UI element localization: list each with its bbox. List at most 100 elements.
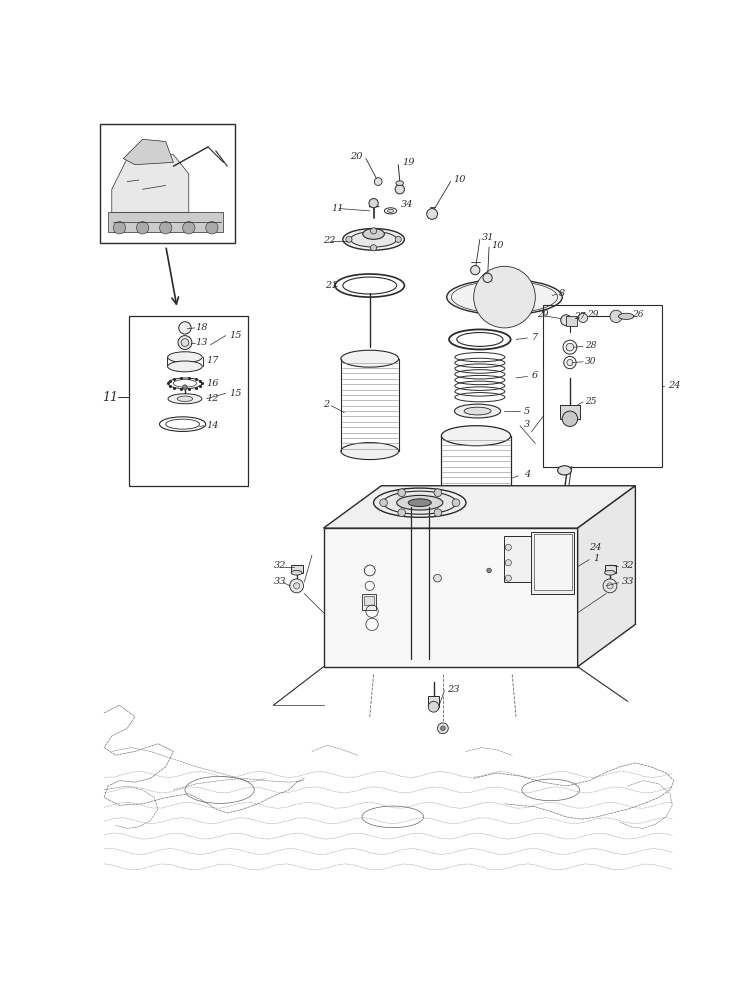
Ellipse shape — [177, 396, 193, 401]
Text: 30: 30 — [585, 357, 596, 366]
Text: 2: 2 — [324, 400, 330, 409]
Circle shape — [181, 339, 189, 346]
Polygon shape — [123, 139, 173, 165]
Text: 11: 11 — [102, 391, 118, 404]
Ellipse shape — [291, 570, 302, 575]
Circle shape — [178, 336, 192, 349]
Circle shape — [562, 411, 578, 426]
Circle shape — [505, 544, 511, 550]
Text: 23: 23 — [447, 685, 459, 694]
Circle shape — [395, 185, 404, 194]
Polygon shape — [324, 486, 635, 528]
Bar — [560, 405, 580, 419]
Bar — [324, 528, 578, 667]
Circle shape — [370, 245, 376, 251]
Circle shape — [483, 273, 492, 282]
Circle shape — [293, 583, 299, 589]
Circle shape — [561, 315, 572, 326]
Text: 20: 20 — [351, 152, 363, 161]
Ellipse shape — [549, 534, 565, 545]
Circle shape — [136, 222, 149, 234]
Text: 32: 32 — [621, 561, 634, 570]
Text: 7: 7 — [531, 333, 538, 342]
Circle shape — [505, 575, 511, 581]
Circle shape — [438, 723, 448, 734]
Ellipse shape — [387, 209, 394, 212]
Circle shape — [470, 266, 480, 275]
Ellipse shape — [351, 232, 397, 247]
Text: 12: 12 — [206, 394, 219, 403]
Bar — [566, 316, 577, 326]
Ellipse shape — [464, 407, 491, 415]
Circle shape — [113, 222, 125, 234]
Ellipse shape — [168, 352, 203, 363]
Text: 15: 15 — [230, 331, 242, 340]
Circle shape — [578, 313, 587, 323]
Text: 10: 10 — [491, 241, 504, 250]
Circle shape — [160, 222, 172, 234]
Text: 5: 5 — [524, 407, 530, 416]
Circle shape — [290, 579, 303, 593]
Text: 15: 15 — [230, 389, 242, 398]
Ellipse shape — [342, 229, 404, 250]
Text: 16: 16 — [206, 379, 219, 388]
Ellipse shape — [447, 279, 562, 315]
Text: 17: 17 — [206, 356, 219, 365]
Text: 32: 32 — [274, 561, 286, 570]
Ellipse shape — [396, 181, 404, 185]
Circle shape — [434, 509, 442, 517]
Circle shape — [369, 199, 378, 208]
Text: 19: 19 — [402, 158, 414, 167]
Bar — [101, 124, 235, 243]
Ellipse shape — [341, 443, 398, 460]
Text: 11: 11 — [331, 204, 344, 213]
Circle shape — [370, 228, 376, 234]
Text: 8: 8 — [559, 289, 565, 298]
Text: 29: 29 — [537, 310, 548, 319]
Bar — [291, 565, 302, 573]
Bar — [531, 532, 574, 594]
Circle shape — [505, 560, 511, 566]
Bar — [428, 696, 439, 707]
Ellipse shape — [408, 499, 432, 507]
Ellipse shape — [442, 503, 510, 523]
Polygon shape — [112, 155, 189, 212]
Bar — [534, 534, 572, 590]
Ellipse shape — [168, 394, 202, 404]
Circle shape — [441, 726, 445, 731]
Text: 1: 1 — [593, 554, 600, 563]
Bar — [543, 305, 662, 466]
Circle shape — [398, 489, 405, 497]
Polygon shape — [539, 513, 559, 536]
Text: 34: 34 — [401, 200, 413, 209]
Circle shape — [426, 209, 438, 219]
Circle shape — [395, 236, 401, 242]
Ellipse shape — [341, 350, 398, 367]
Circle shape — [474, 266, 535, 328]
Bar — [364, 596, 373, 605]
Text: 6: 6 — [531, 371, 538, 380]
Bar — [605, 565, 616, 573]
Circle shape — [380, 499, 388, 507]
Text: 27: 27 — [574, 312, 585, 321]
Circle shape — [345, 236, 352, 242]
Text: 31: 31 — [482, 233, 494, 242]
Bar — [504, 536, 539, 582]
Text: 28: 28 — [585, 341, 596, 350]
Circle shape — [607, 583, 613, 589]
Text: 24: 24 — [668, 381, 680, 390]
Circle shape — [610, 310, 622, 323]
Text: 26: 26 — [631, 310, 643, 319]
Polygon shape — [578, 486, 635, 667]
Text: 22: 22 — [324, 236, 336, 245]
Ellipse shape — [454, 404, 500, 418]
Ellipse shape — [442, 426, 510, 446]
Circle shape — [183, 222, 195, 234]
Polygon shape — [108, 212, 224, 232]
Circle shape — [398, 509, 405, 517]
Text: 4: 4 — [524, 470, 530, 479]
Text: 13: 13 — [195, 338, 207, 347]
Ellipse shape — [383, 491, 457, 514]
Circle shape — [603, 579, 617, 593]
Ellipse shape — [363, 229, 384, 239]
